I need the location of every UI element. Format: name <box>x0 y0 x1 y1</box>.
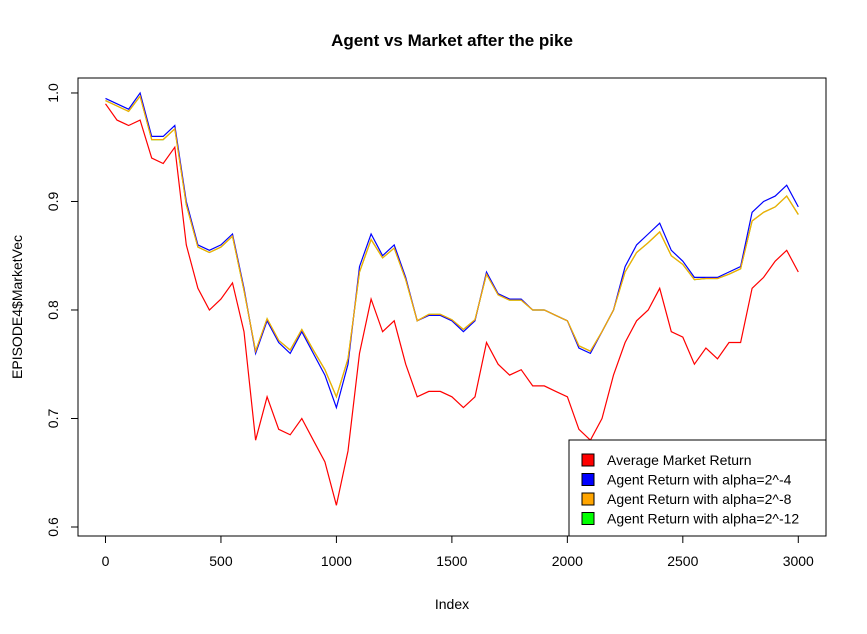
y-tick-label: 0.7 <box>45 409 61 429</box>
legend-swatch <box>581 512 595 525</box>
x-tick-label: 2000 <box>552 553 583 569</box>
x-tick-label: 1000 <box>321 553 352 569</box>
legend-box <box>568 439 827 537</box>
series-line <box>105 94 799 399</box>
x-tick-label: 3000 <box>783 553 814 569</box>
legend-label: Agent Return with alpha=2^-12 <box>607 511 799 527</box>
chart-title: Agent vs Market after the pike <box>331 31 573 50</box>
x-axis-label: Index <box>435 596 469 612</box>
x-tick-label: 500 <box>209 553 233 569</box>
legend-label: Average Market Return <box>607 452 751 468</box>
legend-swatch <box>581 473 595 486</box>
y-tick-label: 0.9 <box>45 192 61 212</box>
series-line <box>105 91 799 410</box>
x-tick-label: 1500 <box>436 553 467 569</box>
legend-label: Agent Return with alpha=2^-4 <box>607 472 792 488</box>
x-tick-label: 2500 <box>667 553 698 569</box>
y-tick-label: 0.8 <box>45 300 61 320</box>
x-tick-label: 0 <box>102 553 110 569</box>
y-tick-label: 0.6 <box>45 517 61 537</box>
y-tick-label: 1.0 <box>45 83 61 103</box>
legend-swatch <box>581 492 595 506</box>
legend-label: Agent Return with alpha=2^-8 <box>607 491 792 507</box>
legend-swatch <box>581 453 595 467</box>
y-axis-label: EPISODE4$MarketVec <box>9 235 25 379</box>
series-line <box>105 103 799 506</box>
